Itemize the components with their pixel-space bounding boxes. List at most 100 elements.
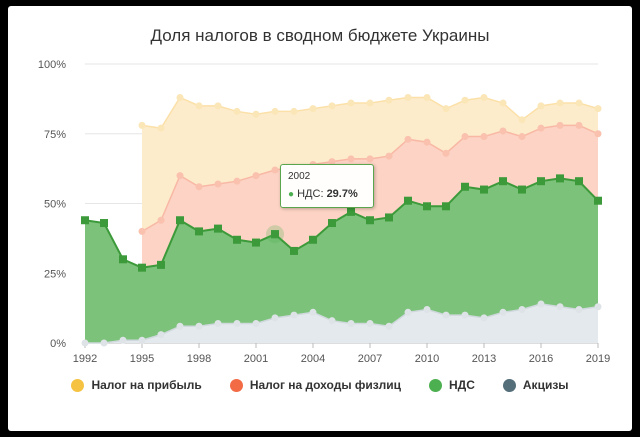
data-point <box>442 105 450 113</box>
data-point <box>575 121 583 129</box>
x-tick-label: 2004 <box>301 353 325 365</box>
data-point <box>233 177 241 185</box>
data-point <box>347 155 355 163</box>
y-tick-label: 0% <box>50 338 66 350</box>
data-point <box>81 339 89 347</box>
data-point <box>404 93 412 101</box>
data-point <box>309 105 317 113</box>
data-point <box>366 99 374 107</box>
data-point <box>347 99 355 107</box>
data-point <box>518 306 526 314</box>
data-point <box>138 227 146 235</box>
legend-label: Налог на прибыль <box>91 378 202 392</box>
legend-marker-icon <box>429 378 442 392</box>
data-point <box>404 196 412 205</box>
data-point <box>252 238 260 247</box>
data-point <box>214 319 222 327</box>
data-point <box>594 196 602 205</box>
data-point <box>157 260 165 269</box>
data-point <box>594 303 602 311</box>
data-point <box>404 308 412 316</box>
tooltip-year: 2002 <box>288 171 311 182</box>
x-tick-label: 2016 <box>529 353 553 365</box>
data-point <box>157 124 165 132</box>
data-point <box>100 219 108 228</box>
data-point <box>233 107 241 115</box>
data-point <box>157 331 165 339</box>
legend-item-income-tax[interactable]: Налог на доходы физлиц <box>229 378 401 392</box>
tooltip-label: НДС: <box>297 188 327 200</box>
data-point <box>480 93 488 101</box>
data-point <box>328 158 336 166</box>
area-3 <box>85 303 598 343</box>
data-point <box>366 319 374 327</box>
data-point <box>537 102 545 110</box>
x-tick-label: 2001 <box>244 353 268 365</box>
data-point <box>290 311 298 319</box>
data-point <box>195 102 203 110</box>
data-point <box>404 135 412 143</box>
data-point <box>461 182 469 191</box>
legend: Налог на прибыль Налог на доходы физлиц … <box>8 378 632 392</box>
data-point <box>252 172 260 180</box>
data-point <box>537 300 545 308</box>
data-point <box>309 235 317 244</box>
y-tick-label: 100% <box>38 59 66 71</box>
x-tick-label: 1998 <box>187 353 211 365</box>
data-point <box>271 166 279 174</box>
x-tick-label: 2007 <box>358 353 382 365</box>
data-point <box>461 133 469 141</box>
tooltip: 2002 ● НДС: 29.7% <box>280 164 374 208</box>
legend-marker-icon <box>229 378 243 392</box>
data-point <box>100 339 108 347</box>
chart-svg: 0% 25% 50% 75% 100% 1992 1995 1998 2001 2004 2007 2… <box>38 59 610 365</box>
legend-label: Налог на доходы физлиц <box>249 378 401 392</box>
data-point <box>556 99 564 107</box>
data-point <box>214 180 222 188</box>
y-tick-label: 50% <box>44 199 66 211</box>
x-tick-label: 2010 <box>415 353 439 365</box>
data-point <box>214 102 222 110</box>
data-point <box>347 207 355 216</box>
data-point <box>480 314 488 322</box>
data-point <box>594 105 602 113</box>
legend-item-excise[interactable]: Акцизы <box>502 378 569 392</box>
data-point <box>195 322 203 330</box>
legend-marker-icon <box>502 378 516 392</box>
data-point <box>537 177 545 186</box>
tooltip-value: 29.7% <box>326 188 358 200</box>
data-point <box>423 138 431 146</box>
data-point <box>575 306 583 314</box>
data-point <box>176 93 184 101</box>
data-point <box>385 152 393 160</box>
data-point <box>176 322 184 330</box>
data-point <box>556 174 564 183</box>
tooltip-row: ● НДС: 29.7% <box>288 188 358 200</box>
data-point <box>195 183 203 191</box>
data-point <box>442 202 450 211</box>
data-point <box>271 314 279 322</box>
x-tick-label: 2019 <box>586 353 610 365</box>
data-point <box>442 311 450 319</box>
data-point <box>385 213 393 222</box>
data-point <box>233 319 241 327</box>
data-point <box>499 177 507 186</box>
tooltip-bullet-icon: ● <box>288 189 295 200</box>
legend-item-vat[interactable]: НДС <box>429 378 475 392</box>
data-point <box>271 107 279 115</box>
data-point <box>290 107 298 115</box>
legend-label: Акцизы <box>522 378 569 392</box>
legend-item-profit-tax[interactable]: Налог на прибыль <box>71 378 202 392</box>
data-point <box>176 172 184 180</box>
y-tick-label: 75% <box>44 129 66 141</box>
data-point <box>575 177 583 186</box>
x-tick-label: 1992 <box>73 353 97 365</box>
area-2 <box>85 178 598 343</box>
data-point <box>480 133 488 141</box>
data-point <box>233 235 241 244</box>
data-point <box>423 93 431 101</box>
data-point <box>423 202 431 211</box>
data-point <box>328 102 336 110</box>
data-point <box>138 336 146 344</box>
data-point <box>252 110 260 118</box>
